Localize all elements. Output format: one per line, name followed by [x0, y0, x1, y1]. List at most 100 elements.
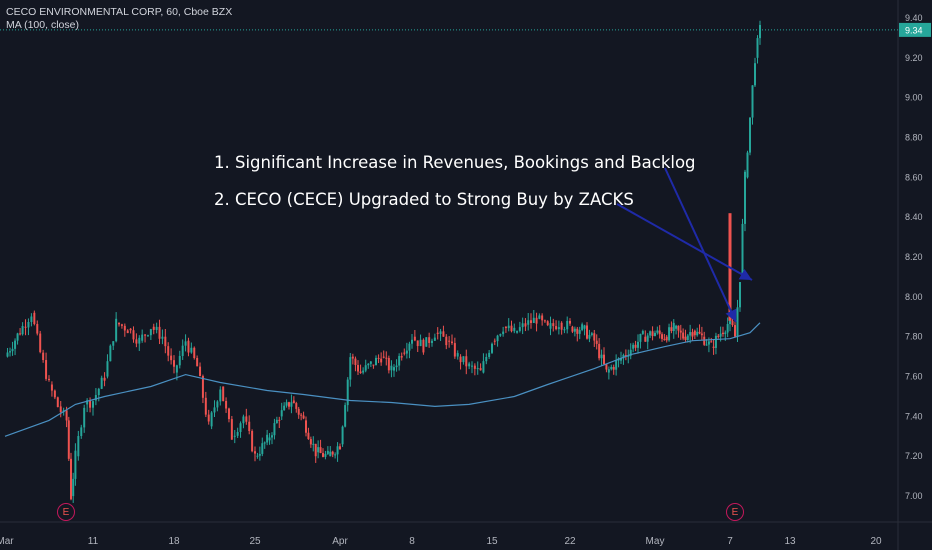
- candle-body: [644, 336, 647, 342]
- candle-body: [705, 344, 708, 346]
- candle-body: [632, 344, 635, 349]
- candle-body: [42, 352, 45, 361]
- candle-body: [256, 455, 259, 457]
- candle-body: [74, 450, 77, 479]
- candle-body: [698, 331, 701, 334]
- candle-body: [465, 356, 468, 367]
- candle-body: [607, 369, 610, 373]
- candle-body: [493, 340, 496, 342]
- candle-body: [39, 333, 42, 353]
- y-tick-label: 9.20: [905, 53, 923, 63]
- candle-body: [336, 446, 339, 455]
- candle-body: [251, 430, 254, 452]
- candle-body: [290, 402, 293, 407]
- candle-body: [488, 352, 491, 357]
- candle-body: [227, 408, 230, 420]
- candle-body: [442, 331, 445, 337]
- candle-body: [346, 379, 349, 406]
- candle-body: [283, 405, 286, 411]
- candle-body: [719, 333, 722, 337]
- candle-body: [521, 323, 524, 328]
- candle-body: [541, 315, 544, 321]
- candle-body: [312, 443, 315, 445]
- symbol-title: CECO ENVIRONMENTAL CORP, 60, Cboe BZX: [6, 6, 233, 18]
- indicator-label: MA (100, close): [6, 19, 79, 31]
- candle-body: [627, 355, 630, 357]
- x-tick-label: 7: [727, 536, 733, 547]
- candle-body: [6, 352, 9, 357]
- chart-legend: CECO ENVIRONMENTAL CORP, 60, Cboe BZX MA…: [6, 6, 232, 32]
- candle-body: [668, 327, 671, 341]
- candle-body: [86, 400, 89, 405]
- candle-body: [261, 443, 264, 454]
- candle-body: [213, 407, 216, 413]
- earnings-marker-may[interactable]: E: [726, 503, 744, 521]
- candle-body: [431, 340, 433, 343]
- candle-body: [665, 336, 668, 341]
- candle-body: [106, 361, 109, 377]
- candle-body: [45, 360, 48, 379]
- candle-body: [297, 408, 300, 415]
- candle-body: [377, 357, 380, 359]
- candle-body: [600, 354, 603, 359]
- candle-body: [622, 355, 625, 359]
- candle-body: [70, 458, 72, 500]
- candle-body: [588, 334, 591, 339]
- candle-body: [144, 334, 147, 336]
- candle-body: [751, 85, 754, 118]
- candle-body: [92, 401, 94, 408]
- candle-body: [112, 341, 115, 346]
- candle-body: [524, 323, 527, 327]
- candle-body: [456, 353, 459, 357]
- candle-body: [59, 406, 62, 413]
- candle-body: [471, 365, 473, 367]
- candle-body: [390, 365, 393, 371]
- candle-body: [445, 336, 448, 346]
- candle-body: [201, 376, 204, 398]
- candle-body: [566, 320, 569, 330]
- candle-body: [161, 336, 164, 339]
- candle-body: [30, 316, 33, 322]
- candle-body: [641, 331, 644, 334]
- candle-body: [207, 414, 210, 422]
- candle-body: [36, 324, 39, 334]
- candle-body: [563, 329, 566, 331]
- candle-body: [583, 325, 586, 329]
- candle-body: [491, 343, 493, 353]
- candle-body: [759, 25, 761, 39]
- candle-body: [72, 478, 75, 497]
- candle-body: [109, 345, 112, 362]
- candle-body: [382, 356, 385, 358]
- candle-body: [181, 345, 184, 356]
- candle-body: [482, 361, 485, 373]
- candle-body: [230, 419, 233, 440]
- candle-body: [612, 366, 615, 370]
- candle-body: [677, 325, 680, 331]
- candle-body: [433, 337, 436, 341]
- candle-body: [485, 356, 488, 362]
- candle-body: [576, 328, 579, 334]
- candle-body: [661, 334, 664, 339]
- candle-body: [649, 331, 652, 336]
- candle-body: [387, 358, 390, 371]
- candle-body: [593, 333, 596, 341]
- candle-body: [364, 365, 367, 371]
- earnings-marker-march[interactable]: E: [57, 503, 75, 521]
- candle-body: [48, 378, 50, 380]
- candle-body: [16, 333, 19, 341]
- candle-body: [53, 390, 56, 398]
- candle-body: [496, 335, 499, 342]
- candle-body: [419, 339, 422, 347]
- candle-body: [233, 435, 236, 437]
- candle-body: [126, 330, 129, 334]
- candle-body: [292, 400, 295, 404]
- candle-body: [219, 389, 222, 402]
- candle-body: [319, 447, 322, 454]
- candle-body: [254, 451, 256, 454]
- candle-body: [581, 324, 584, 331]
- candle-body: [50, 384, 53, 391]
- y-tick-label: 8.40: [905, 212, 923, 222]
- candle-body: [639, 333, 642, 342]
